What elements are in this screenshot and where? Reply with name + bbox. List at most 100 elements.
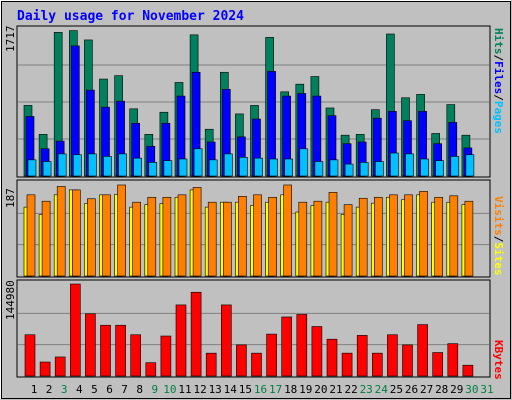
bar-kbytes [236,344,247,377]
x-tick-label: 28 [435,383,448,396]
bar-pages [148,162,158,177]
bar-kbytes [221,304,232,377]
bar-pages [284,158,294,177]
x-tick-label: 11 [178,383,191,396]
x-tick-label: 24 [375,383,389,396]
x-tick-label: 17 [269,383,282,396]
bar-kbytes [326,338,338,377]
bar-pages [374,161,384,177]
bar-pages [390,152,399,177]
legend-sites: Sites [492,242,505,275]
bar-pages [239,156,248,177]
bar-visits [283,184,293,277]
legend-files: Files [492,61,505,94]
x-tick-label: 26 [405,383,418,396]
bar-visits [449,195,459,277]
bars-kbytes [24,283,474,377]
legend-top: Hits/Files/Pages [492,28,505,134]
bar-visits [404,194,413,277]
bar-kbytes [190,291,202,377]
x-tick-label: 23 [360,383,373,396]
bar-visits [72,189,81,277]
bar-pages [103,156,112,177]
bar-kbytes [402,344,413,377]
bar-pages [359,162,369,177]
bar-visits [26,194,36,277]
bar-pages [163,160,173,177]
x-axis-day-labels: 1 2 3 4 5 6 7 8 9 10 11 12 13 14 15 16 17 18 19 20 21 22 23 24 2… [31,383,494,396]
chart-title: Daily usage for November 2024 [17,9,244,24]
bar-pages [178,158,188,177]
bar-visits [358,197,368,277]
bar-visits [207,201,217,277]
bar-visits [117,184,126,277]
legend-separator: / [492,94,505,101]
x-tick-label: 21 [329,383,342,396]
bar-kbytes [205,352,217,377]
bars-visits-sites [23,184,474,277]
bar-kbytes [462,364,474,377]
legend-kbytes: KBytes [492,340,505,380]
bar-pages [57,153,67,177]
bar-pages [133,157,142,177]
bar-pages [42,161,52,177]
bar-visits [343,204,353,277]
bar-kbytes [251,352,262,377]
bar-pages [299,148,309,177]
bar-visits [419,191,428,277]
legend-separator: / [492,236,505,243]
bar-pages [118,153,127,177]
x-tick-label: 7 [121,383,128,396]
x-tick-label: 12 [193,383,206,396]
bar-kbytes [371,352,383,377]
bar-visits [373,196,383,277]
bar-visits [147,196,157,277]
bar-visits [268,196,277,277]
bar-visits [434,196,444,277]
bars-hits-files-pages [23,30,475,177]
y-max-label-bottom: 144980 [4,280,17,320]
bar-kbytes [39,361,51,377]
bar-visits [313,200,323,277]
bar-pages [465,154,475,177]
bar-kbytes [145,362,157,377]
bar-kbytes [54,356,66,377]
x-tick-label: 18 [284,383,297,396]
bar-visits [132,201,141,277]
bar-kbytes [160,335,172,377]
x-tick-label: 19 [299,383,312,396]
x-tick-label: 6 [106,383,113,396]
bar-pages [27,159,37,177]
x-tick-label: 30 [465,383,478,396]
legend-pages: Pages [492,101,505,134]
bar-pages [329,159,339,177]
bar-kbytes [115,324,126,377]
x-tick-label: 14 [224,383,238,396]
bar-kbytes [387,334,398,377]
bar-kbytes [266,333,277,377]
bar-visits [177,194,187,277]
bar-visits [464,200,474,277]
bar-visits [298,201,308,277]
bar-visits [238,195,247,277]
bar-pages [435,160,445,177]
x-tick-label: 5 [91,383,98,396]
bar-pages [224,153,233,177]
bar-pages [73,154,82,177]
bar-kbytes [70,283,81,377]
x-tick-label: 1 [31,383,38,396]
bar-pages [208,159,218,177]
x-tick-label: 15 [239,383,252,396]
bar-pages [344,163,354,177]
x-tick-label: 10 [163,383,176,396]
bar-kbytes [175,304,187,377]
y-max-label-middle: 187 [4,188,17,208]
bar-pages [254,157,263,177]
bar-kbytes [447,343,459,377]
legend-hits: Hits [492,28,505,55]
bar-visits [102,194,111,277]
bar-kbytes [417,324,428,377]
x-tick-label: 29 [450,383,463,396]
bar-kbytes [24,334,36,377]
